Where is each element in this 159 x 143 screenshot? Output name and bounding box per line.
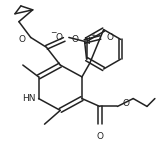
Text: O: O bbox=[106, 33, 113, 42]
Text: O: O bbox=[122, 99, 129, 108]
Text: O: O bbox=[56, 33, 63, 42]
Text: O: O bbox=[19, 35, 26, 44]
Text: HN: HN bbox=[22, 94, 35, 103]
Text: −: − bbox=[51, 28, 57, 37]
Text: O: O bbox=[96, 132, 103, 141]
Text: N: N bbox=[83, 37, 90, 46]
Text: +: + bbox=[90, 33, 96, 39]
Text: O: O bbox=[71, 35, 78, 44]
